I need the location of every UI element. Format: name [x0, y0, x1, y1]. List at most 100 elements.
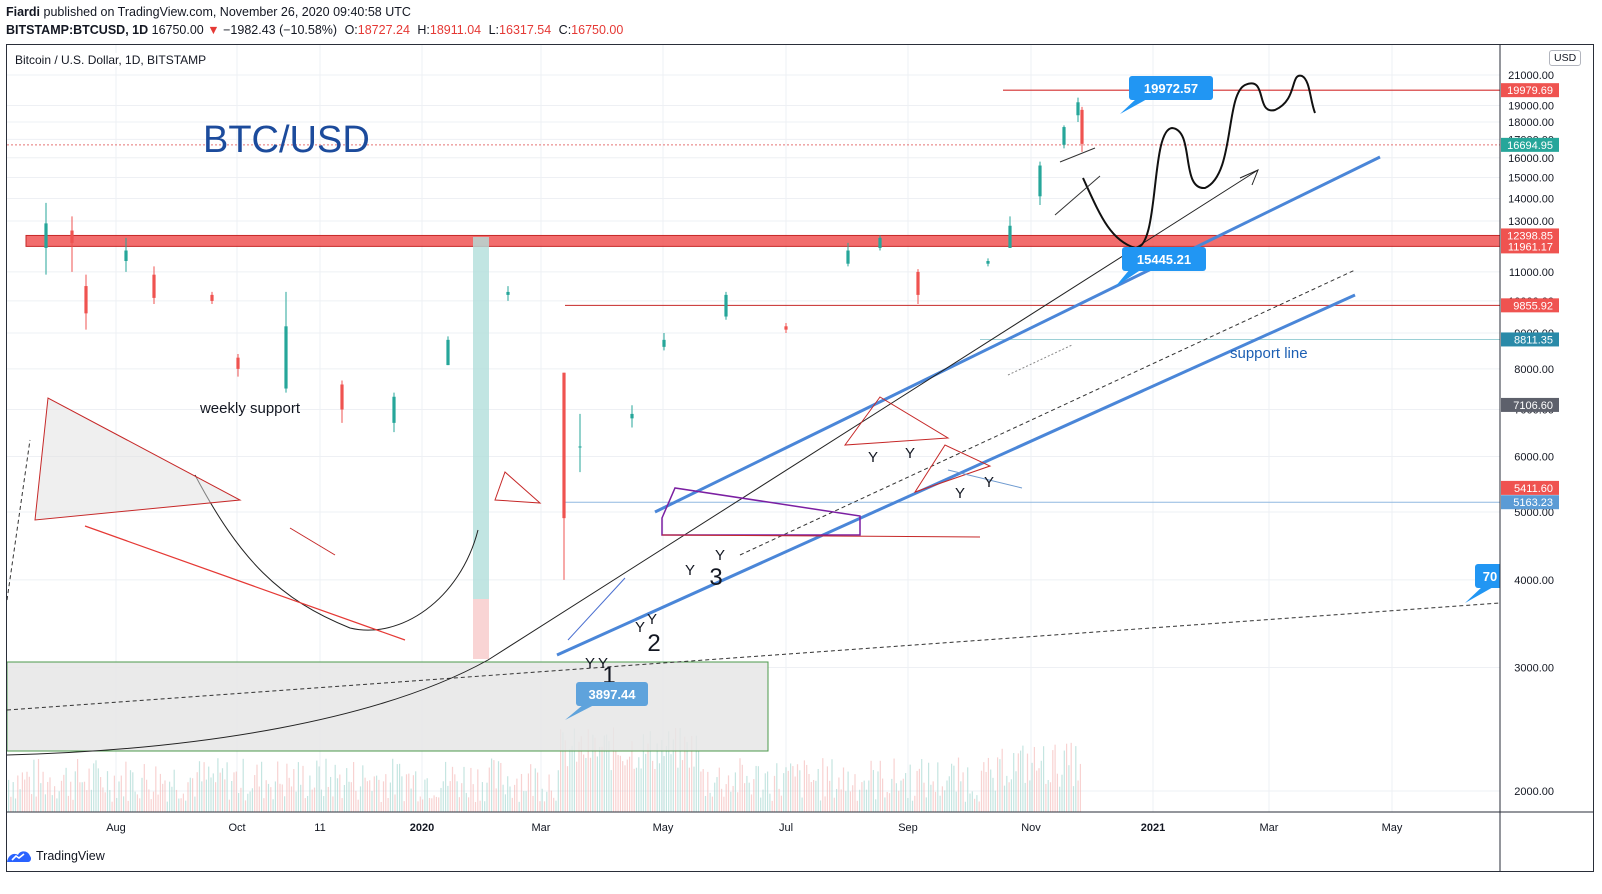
volume-bar	[348, 781, 350, 812]
y-tick-label: 14000.00	[1508, 193, 1554, 205]
volume-bar	[385, 774, 387, 812]
weekly-support-label: weekly support	[199, 400, 301, 417]
volume-bar	[744, 783, 746, 812]
volume-bar	[479, 800, 481, 812]
volume-bar	[847, 771, 849, 812]
volume-bar	[1036, 770, 1038, 812]
price-label: 9855.92	[1513, 300, 1553, 312]
price-label: 11961.17	[1508, 241, 1553, 253]
volume-bar	[953, 765, 955, 812]
volume-bar	[801, 797, 803, 812]
volume-bar	[380, 801, 382, 812]
volume-bar	[681, 760, 684, 812]
volume-bar	[83, 781, 86, 812]
callout-19972: 19972.57	[1120, 76, 1213, 114]
volume-bar	[502, 784, 504, 812]
volume-bar	[932, 781, 934, 812]
purple-wedge	[661, 487, 861, 536]
volume-bar	[939, 795, 941, 812]
price-label-bg	[1501, 495, 1559, 510]
volume-bar	[325, 758, 327, 812]
volume-bar	[1017, 753, 1019, 812]
x-tick-label: Jul	[779, 822, 793, 834]
volume-bar	[987, 757, 989, 812]
price-label: 8811.35	[1514, 334, 1553, 346]
volume-bar	[596, 756, 598, 812]
currency-button[interactable]: USD	[1549, 50, 1582, 66]
candle-body	[44, 223, 48, 248]
volume-bar	[491, 758, 493, 812]
y-tick-label: 16000.00	[1508, 153, 1554, 165]
volume-bar	[564, 740, 566, 812]
volume-bar	[150, 799, 152, 812]
volume-bar	[566, 766, 569, 812]
volume-bar	[63, 774, 65, 812]
volume-bar	[852, 785, 854, 812]
wave-y-label: Y	[868, 449, 878, 466]
volume-bar	[672, 739, 674, 812]
x-tick-label: May	[1382, 822, 1403, 834]
volume-bar	[152, 791, 155, 812]
volume-bar	[463, 766, 465, 812]
volume-bar	[415, 771, 417, 812]
volume-bar	[679, 728, 681, 812]
volume-bar	[888, 793, 891, 812]
author-name[interactable]: Fiardi	[6, 5, 41, 19]
volume-bar	[796, 764, 799, 812]
channel-lower-line	[556, 293, 1356, 657]
volume-bar	[300, 784, 302, 812]
volume-bar	[537, 772, 539, 812]
price-label: 16694.95	[1507, 140, 1553, 152]
callout-box	[1129, 76, 1213, 100]
volume-bar	[194, 796, 196, 812]
volume-bar	[1029, 780, 1031, 812]
volume-bar	[658, 763, 661, 812]
volume-bar	[302, 765, 304, 812]
x-tick-label: 11	[314, 822, 325, 834]
volume-bar	[123, 796, 125, 812]
volume-bar	[456, 781, 458, 812]
volume-bar	[58, 791, 60, 812]
volume-bar	[550, 790, 552, 812]
volume-bar	[353, 762, 355, 812]
volume-bar	[366, 781, 368, 812]
volume-bar	[389, 782, 391, 812]
volume-bar	[663, 756, 665, 812]
volume-bar	[495, 788, 497, 812]
volume-bar	[624, 765, 626, 812]
volume-bar	[511, 797, 513, 812]
volume-bar	[555, 800, 557, 812]
volume-bar	[840, 789, 842, 812]
volume-bar	[994, 790, 996, 812]
volume-bar	[983, 762, 985, 812]
volume-bar	[629, 756, 631, 812]
range-bar-teal	[473, 237, 489, 599]
volume-bar	[504, 794, 506, 812]
volume-bar	[221, 768, 224, 812]
volume-bar	[898, 790, 900, 812]
volume-bar	[688, 767, 690, 812]
callout-text: 15445.21	[1137, 252, 1191, 267]
volume-bar	[118, 781, 120, 812]
volume-bar	[242, 758, 244, 812]
volume-bar	[716, 777, 718, 812]
candle-body	[986, 261, 990, 264]
volume-bar	[44, 794, 46, 812]
y-tick-label: 4000.00	[1514, 575, 1554, 587]
triangle-pattern-left	[34, 397, 242, 521]
volume-bar	[21, 772, 23, 812]
volume-bar	[205, 779, 207, 812]
volume-bar	[960, 781, 962, 812]
candle-body	[284, 326, 288, 389]
volume-bar	[189, 777, 191, 812]
volume-bar	[1026, 753, 1029, 812]
volume-bar	[997, 757, 999, 812]
volume-bar	[210, 777, 212, 812]
volume-bar	[737, 792, 739, 812]
wave-y-label: Y	[598, 655, 608, 672]
tradingview-brand[interactable]: TradingView	[6, 849, 105, 863]
volume-bar	[240, 787, 242, 812]
candle-body	[1076, 102, 1080, 116]
volume-bar	[277, 761, 279, 812]
